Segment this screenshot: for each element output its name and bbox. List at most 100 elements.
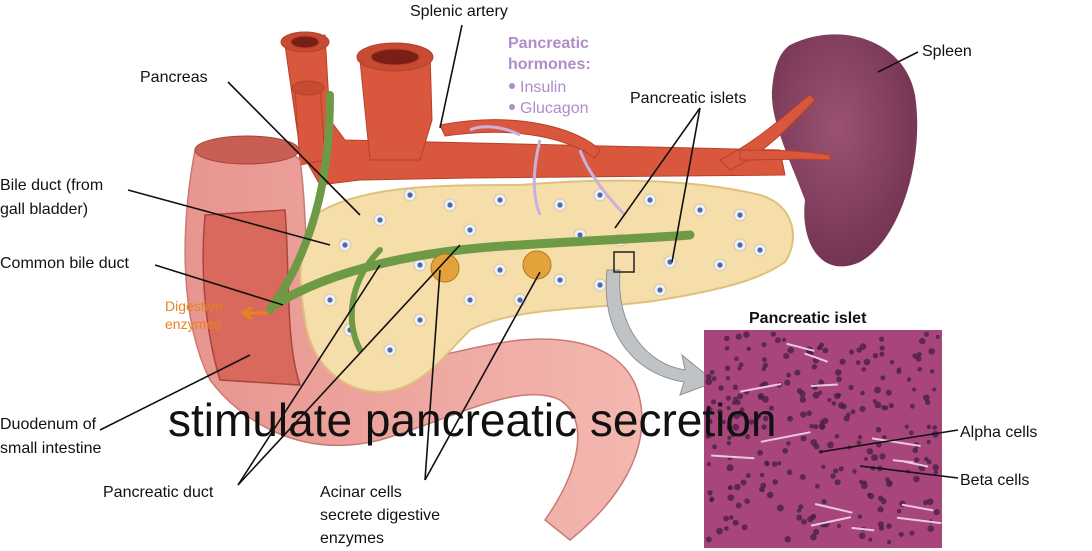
cell-nucleus — [801, 518, 807, 525]
cell-nucleus — [732, 384, 739, 390]
cell-nucleus — [872, 353, 879, 359]
cell-nucleus — [741, 524, 748, 531]
cell-nucleus — [848, 384, 854, 391]
islet-core — [657, 287, 663, 293]
cell-nucleus — [712, 444, 718, 450]
label-line: secrete digestive — [320, 507, 440, 524]
cell-nucleus — [935, 334, 940, 340]
label-line: enzymes — [320, 530, 384, 547]
duodenum-opening — [194, 135, 300, 165]
cell-nucleus — [835, 369, 842, 376]
cell-nucleus — [846, 412, 851, 417]
cell-nucleus — [705, 378, 713, 386]
cell-nucleus — [926, 459, 932, 465]
cell-nucleus — [886, 539, 892, 545]
cell-nucleus — [879, 453, 886, 460]
cell-nucleus — [800, 435, 807, 442]
cell-nucleus — [725, 395, 731, 401]
cell-nucleus — [731, 400, 737, 406]
cell-nucleus — [705, 373, 712, 380]
cell-nucleus — [797, 508, 802, 513]
cell-nucleus — [762, 362, 769, 368]
cell-nucleus — [787, 415, 793, 422]
islet-core — [557, 202, 563, 208]
cell-nucleus — [724, 335, 730, 342]
cell-boundary — [814, 502, 853, 514]
cell-nucleus — [718, 385, 724, 391]
cell-nucleus — [809, 423, 815, 429]
cell-nucleus — [807, 516, 814, 523]
cell-nucleus — [837, 523, 842, 528]
cell-boundary — [760, 431, 811, 443]
cell-nucleus — [776, 504, 784, 512]
cell-nucleus — [706, 461, 712, 467]
islet-core — [757, 247, 763, 253]
cell-nucleus — [834, 479, 841, 486]
cell-nucleus — [758, 394, 764, 400]
cell-nucleus — [812, 528, 820, 536]
cell-nucleus — [794, 369, 801, 376]
cell-boundary — [804, 352, 828, 363]
islet-core — [497, 267, 503, 273]
cell-nucleus — [889, 359, 895, 365]
cell-nucleus — [723, 515, 729, 522]
hormone-arrows — [469, 125, 627, 217]
cell-nucleus — [786, 372, 792, 378]
cell-nucleus — [816, 345, 822, 351]
cell-nucleus — [879, 336, 885, 342]
cell-nucleus — [859, 405, 866, 413]
cell-nucleus — [799, 396, 807, 403]
islet-core — [447, 202, 453, 208]
cell-nucleus — [723, 526, 729, 531]
spleen — [771, 34, 918, 267]
cell-nucleus — [726, 464, 734, 472]
cell-nucleus — [746, 346, 751, 352]
cell-nucleus — [913, 475, 920, 483]
cell-nucleus — [777, 461, 782, 466]
bullet — [509, 104, 515, 110]
cell-nucleus — [872, 399, 877, 404]
duodenum-cutaway — [202, 209, 302, 386]
cell-nucleus — [877, 506, 884, 513]
cell-boundary — [903, 460, 929, 468]
cell-nucleus — [721, 419, 726, 425]
cell-nucleus — [926, 498, 934, 506]
cell-nucleus — [831, 401, 837, 406]
islet-core — [342, 242, 348, 248]
cell-nucleus — [904, 424, 909, 429]
cell-nucleus — [856, 440, 862, 445]
cell-nucleus — [822, 347, 829, 354]
label: Bile duct (from gall bladder) — [0, 177, 108, 218]
cell-nucleus — [772, 479, 779, 485]
cell-boundary — [901, 503, 934, 512]
cell-nucleus — [912, 387, 917, 392]
islet-core — [327, 297, 333, 303]
cell-nucleus — [932, 387, 937, 392]
cell-nucleus — [806, 410, 812, 417]
cell-nucleus — [928, 348, 935, 355]
islet-core — [467, 227, 473, 233]
cell-nucleus — [822, 417, 829, 425]
cell-nucleus — [850, 409, 856, 415]
cell-nucleus — [769, 405, 774, 411]
label: Pancreas — [140, 69, 208, 86]
cell-nucleus — [730, 431, 736, 438]
cell-nucleus — [863, 358, 871, 366]
ducts — [266, 91, 695, 353]
cell-nucleus — [796, 387, 803, 394]
cell-nucleus — [871, 454, 878, 461]
cell-nucleus — [818, 379, 825, 386]
cell-nucleus — [728, 515, 734, 520]
zoom-arrow — [605, 269, 716, 396]
cell-nucleus — [813, 424, 819, 430]
label: Glucagon — [520, 100, 589, 117]
cell-nucleus — [735, 333, 742, 340]
cell-nucleus — [914, 457, 920, 463]
cell-nucleus — [739, 407, 745, 413]
cell-nucleus — [733, 483, 741, 491]
cell-nucleus — [926, 439, 931, 445]
islet-core — [467, 297, 473, 303]
label-line: Duodenum of — [0, 416, 97, 433]
cell-nucleus — [818, 390, 823, 395]
cell-nucleus — [757, 413, 762, 418]
